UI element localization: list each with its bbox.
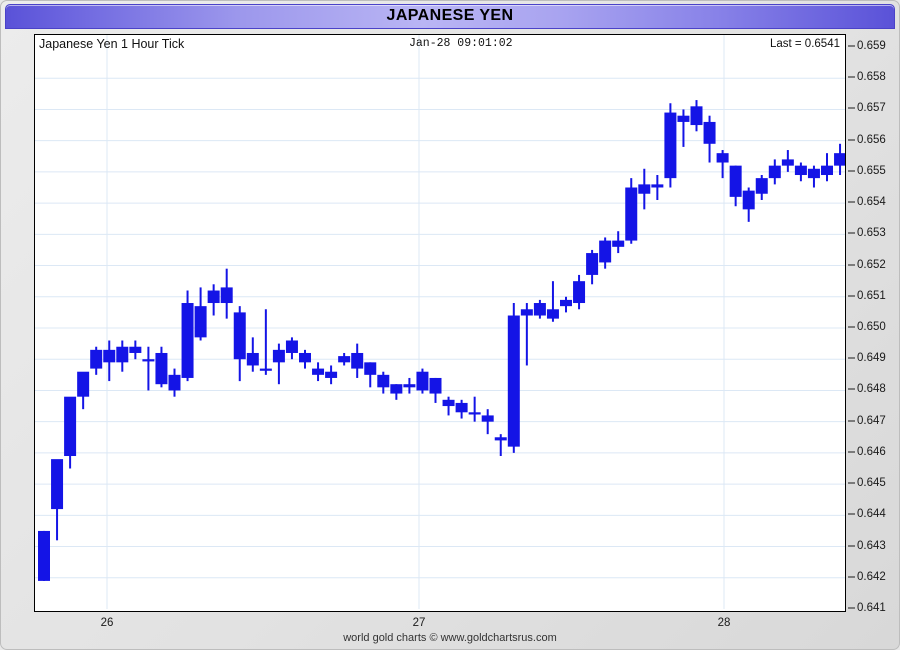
y-axis-label: 0.656	[857, 133, 886, 146]
y-axis-label: 0.641	[857, 602, 886, 614]
y-axis-tick	[848, 139, 855, 141]
y-axis-label: 0.650	[857, 321, 886, 333]
chart-timestamp: Jan-28 09:01:02	[409, 37, 513, 50]
y-axis-label: 0.654	[857, 196, 886, 209]
y-axis-label: 0.659	[857, 40, 886, 52]
y-axis-tick	[848, 201, 855, 203]
y-axis-tick	[848, 482, 855, 484]
y-axis-tick	[848, 232, 855, 234]
y-axis-label: 0.643	[857, 539, 886, 552]
candle-series	[38, 100, 845, 581]
y-axis-tick	[848, 388, 855, 390]
y-axis-tick	[848, 420, 855, 422]
y-axis-tick	[848, 607, 855, 609]
y-axis-tick	[848, 170, 855, 172]
chart-subtitle: Japanese Yen 1 Hour Tick	[39, 37, 185, 51]
y-axis-label: 0.649	[857, 352, 886, 365]
chart-last-price: Last = 0.6541	[769, 38, 840, 50]
window-title: JAPANESE YEN	[386, 7, 514, 24]
y-axis-tick	[848, 76, 855, 78]
y-axis-label: 0.646	[857, 445, 886, 458]
y-axis-label: 0.658	[857, 71, 886, 84]
gridlines	[35, 35, 845, 609]
y-axis-tick	[848, 107, 855, 109]
y-axis-label: 0.647	[857, 414, 886, 427]
y-axis-tick	[848, 576, 855, 578]
window-titlebar: JAPANESE YEN	[5, 4, 895, 29]
y-axis-label: 0.655	[857, 164, 886, 177]
y-axis-label: 0.642	[857, 570, 886, 583]
y-axis-tick	[848, 357, 855, 359]
chart-credit: world gold charts © www.goldchartsrus.co…	[343, 632, 557, 644]
y-axis-label: 0.651	[857, 289, 886, 302]
candlestick-plot	[35, 35, 845, 609]
y-axis-tick	[848, 295, 855, 297]
y-axis-label: 0.657	[857, 102, 886, 115]
x-axis-label: 27	[412, 617, 426, 629]
y-axis-tick	[848, 264, 855, 266]
chart-plot-frame[interactable]: Japanese Yen 1 Hour Tick Jan-28 09:01:02…	[34, 34, 846, 612]
y-axis-label: 0.648	[857, 383, 886, 396]
y-axis-tick	[848, 45, 855, 47]
y-axis-label: 0.644	[857, 508, 886, 521]
x-axis-label: 26	[100, 617, 114, 629]
y-axis-tick	[848, 513, 855, 515]
y-axis-tick	[848, 451, 855, 453]
y-axis-label: 0.653	[857, 227, 886, 240]
y-axis-label: 0.652	[857, 258, 886, 271]
y-axis-tick	[848, 326, 855, 328]
y-axis-tick	[848, 545, 855, 547]
y-axis-label: 0.645	[857, 477, 886, 490]
x-axis-label: 28	[717, 617, 731, 629]
